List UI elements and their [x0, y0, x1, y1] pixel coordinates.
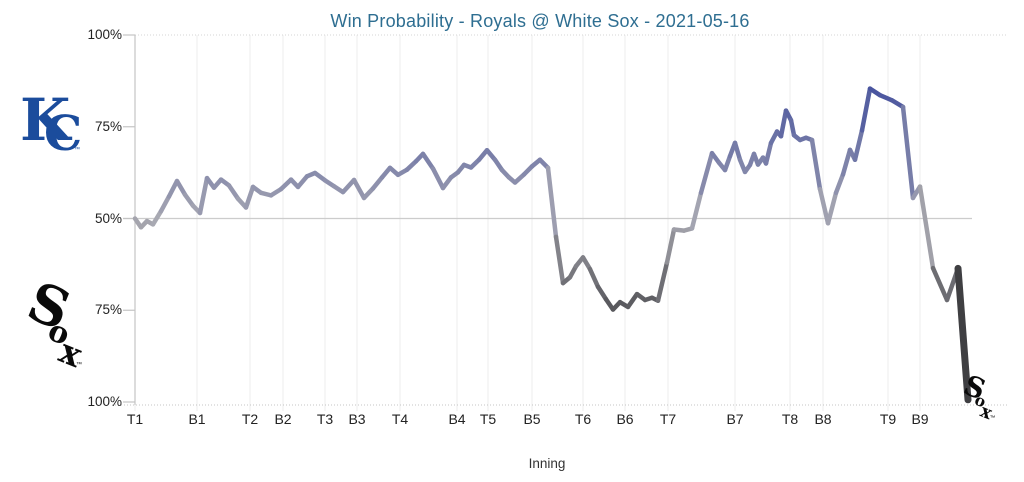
x-axis-tick-label: T6	[574, 411, 592, 427]
white-sox-logo: S o x ™	[19, 269, 88, 376]
x-axis-tick-label: B4	[448, 411, 466, 427]
sox-logo-trademark-mark: ™	[76, 361, 82, 368]
y-axis-tick-label: 100%	[87, 27, 122, 42]
y-axis-tick-label: 100%	[87, 394, 122, 409]
y-axis-tick-label: 75%	[94, 302, 122, 318]
x-axis-tick-label: B5	[523, 411, 541, 427]
x-axis-tick-label: T8	[781, 411, 799, 427]
x-axis-tick-label: B8	[814, 411, 832, 427]
win-probability-line	[132, 86, 972, 404]
x-axis-tick-label: B9	[911, 411, 929, 427]
x-axis-tick-label: T4	[391, 411, 409, 427]
x-axis-tick-label: T1	[126, 411, 144, 427]
x-axis-tick-label: B3	[348, 411, 366, 427]
x-axis-tick-label: T7	[659, 411, 677, 427]
x-axis-tick-label: B7	[726, 411, 744, 427]
x-axis-tick-label: T2	[241, 411, 259, 427]
x-axis-tick-label: B1	[188, 411, 206, 427]
x-axis-title: Inning	[528, 456, 566, 471]
y-axis-tick-label: 75%	[94, 118, 122, 134]
chart-title: Win Probability - Royals @ White Sox - 2…	[330, 11, 750, 31]
royals-logo-letter-k: K	[20, 86, 73, 154]
royals-logo: K C ™	[20, 86, 82, 162]
x-axis-tick-label: B2	[274, 411, 292, 427]
royals-logo-trademark-mark: ™	[74, 146, 80, 153]
x-axis-tick-label: B6	[616, 411, 634, 427]
x-axis-tick-label: T5	[479, 411, 497, 427]
sox-endpoint-trademark-mark: ™	[990, 415, 996, 421]
y-axis-tick-label: 50%	[94, 210, 122, 226]
x-axis-tick-label: T9	[879, 411, 897, 427]
royals-logo-letter-c: C	[44, 106, 82, 162]
x-axis-tick-label: T3	[316, 411, 334, 427]
